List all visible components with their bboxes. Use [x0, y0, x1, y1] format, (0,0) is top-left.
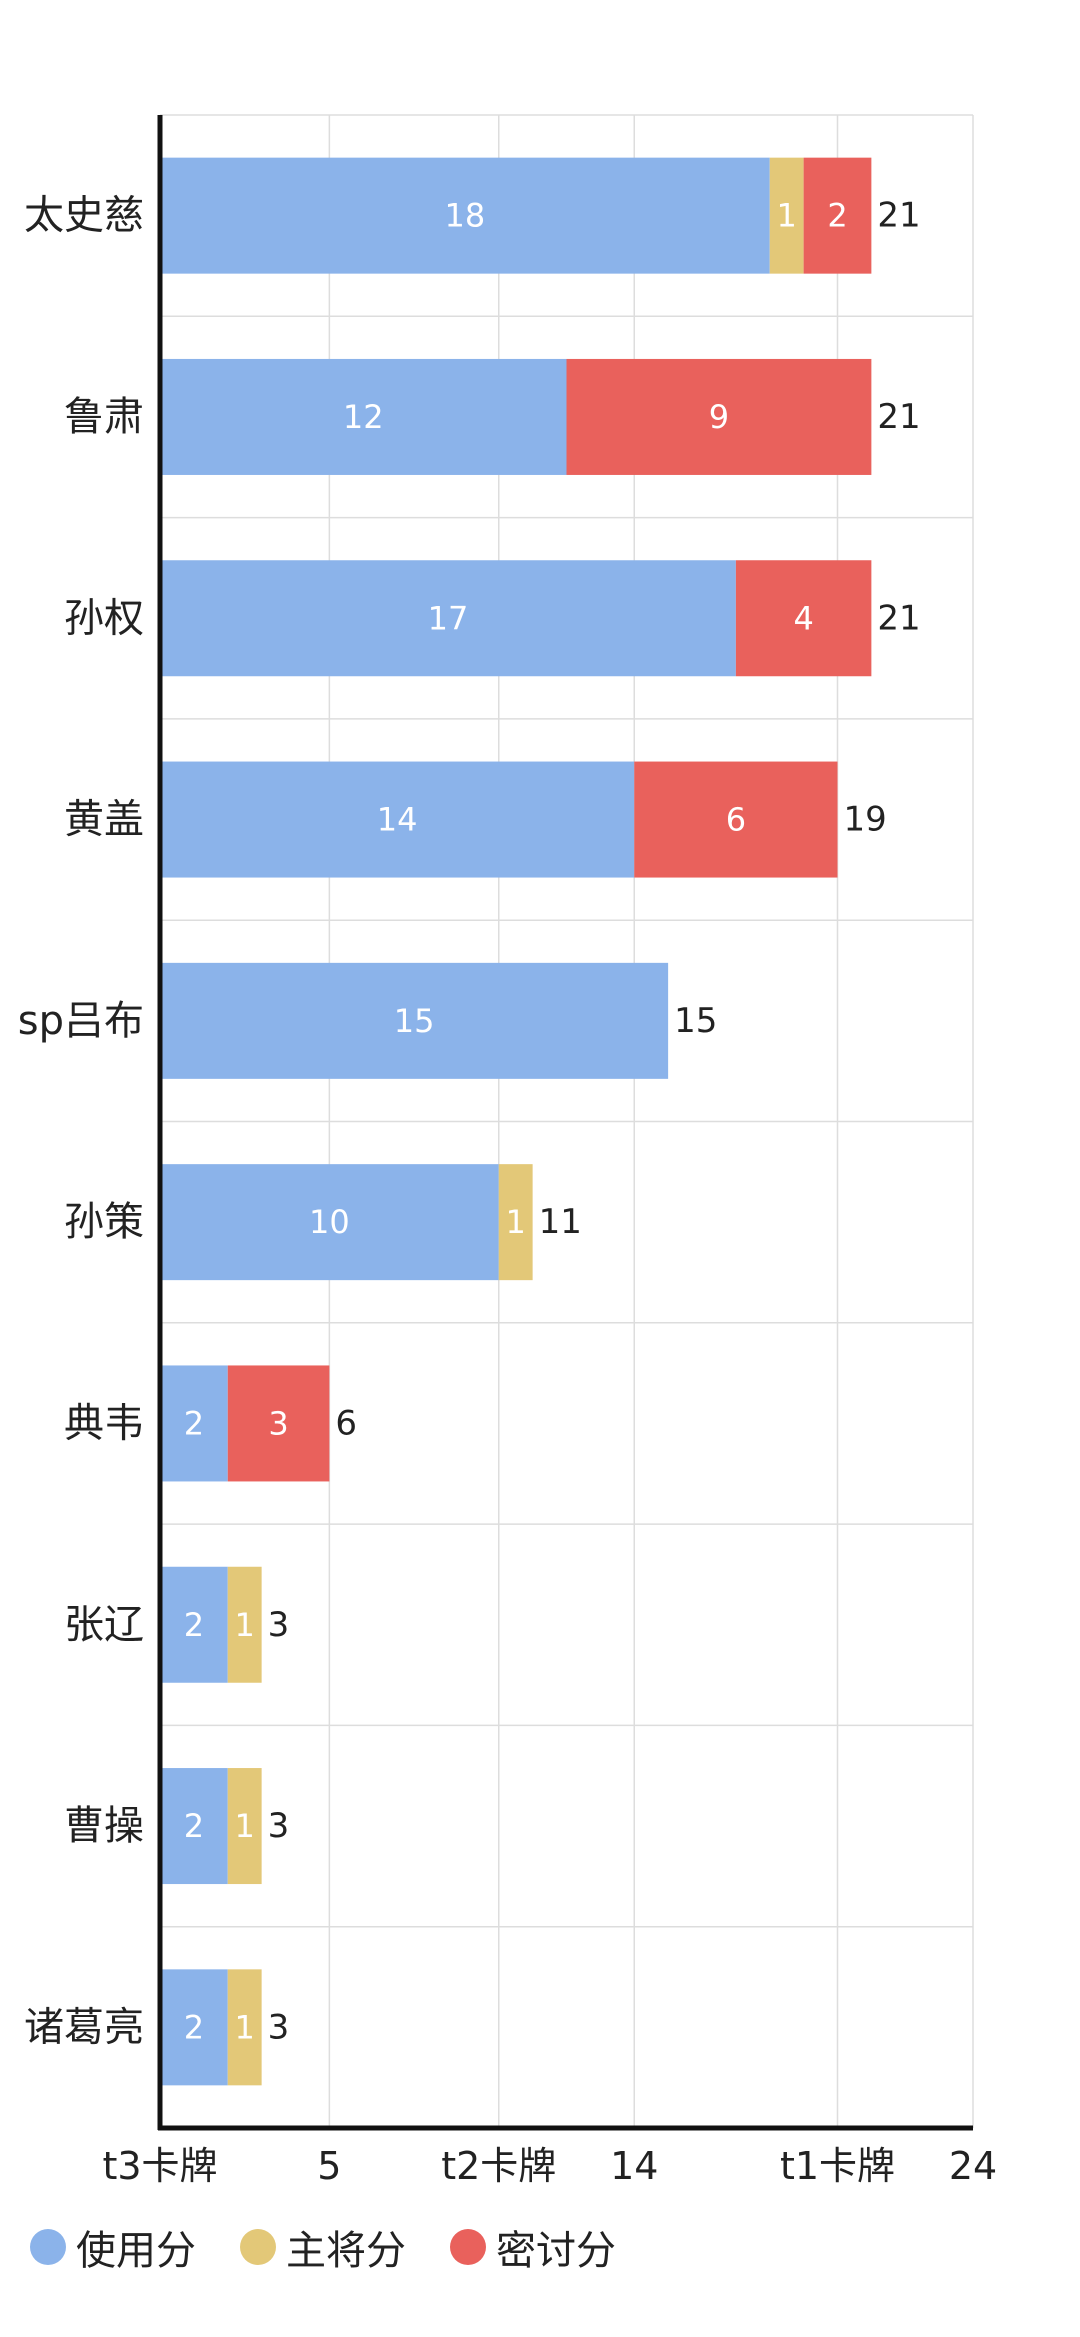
bar-value-label-8-series-1: 1 — [235, 1807, 255, 1845]
x-tick-label-4: t1卡牌 — [780, 2144, 895, 2188]
bar-4-series-0 — [160, 962, 669, 1079]
bar-total-label-1: 21 — [877, 397, 920, 437]
bar-value-label-3-series-2: 6 — [726, 801, 746, 839]
x-tick-label-3: 14 — [610, 2144, 658, 2188]
bar-value-label-2-series-0: 17 — [428, 599, 469, 637]
x-tick-label-0: t3卡牌 — [102, 2144, 217, 2188]
bar-6-series-2 — [227, 1365, 330, 1482]
bar-5-series-1 — [498, 1164, 533, 1281]
bar-value-label-5-series-1: 1 — [506, 1203, 526, 1241]
bar-value-label-1-series-2: 9 — [709, 398, 729, 436]
category-label-2: 孙权 — [64, 595, 144, 641]
legend-swatch-1 — [240, 2229, 276, 2265]
bar-value-label-6-series-0: 2 — [184, 1404, 204, 1442]
category-label-0: 太史慈 — [24, 193, 144, 239]
category-label-3: 黄盖 — [64, 797, 144, 843]
bar-7-series-1 — [227, 1566, 262, 1683]
bar-9-series-0 — [160, 1969, 228, 2086]
bar-value-label-1-series-0: 12 — [343, 398, 384, 436]
bar-total-label-8: 3 — [268, 1806, 290, 1846]
category-label-7: 张辽 — [64, 1602, 144, 1648]
x-tick-label-5: 24 — [949, 2144, 997, 2188]
bar-value-label-9-series-1: 1 — [235, 2008, 255, 2046]
bar-value-label-8-series-0: 2 — [184, 1807, 204, 1845]
bar-value-label-5-series-0: 10 — [309, 1203, 350, 1241]
bar-value-label-0-series-0: 18 — [445, 197, 486, 235]
bar-value-label-7-series-1: 1 — [235, 1606, 255, 1644]
bar-total-label-7: 3 — [268, 1605, 290, 1645]
legend-label-0: 使用分 — [76, 2228, 196, 2274]
bar-total-label-3: 19 — [844, 800, 887, 840]
bar-value-label-0-series-2: 2 — [827, 197, 847, 235]
category-label-5: 孙策 — [64, 1199, 144, 1245]
bar-total-label-9: 3 — [268, 2007, 290, 2047]
bar-value-label-4-series-0: 15 — [394, 1002, 435, 1040]
bar-0-series-1 — [769, 157, 804, 274]
bar-0-series-2 — [803, 157, 872, 274]
bar-3-series-0 — [160, 761, 635, 878]
category-label-1: 鲁肃 — [64, 394, 144, 440]
legend-item-0: 使用分 — [30, 2218, 196, 2276]
bar-1-series-2 — [566, 358, 872, 475]
legend-label-1: 主将分 — [286, 2228, 406, 2274]
bar-value-label-7-series-0: 2 — [184, 1606, 204, 1644]
bar-total-label-5: 11 — [539, 1202, 582, 1242]
x-tick-label-2: t2卡牌 — [441, 2144, 556, 2188]
category-label-8: 曹操 — [64, 1803, 144, 1849]
bar-2-series-2 — [735, 560, 872, 677]
legend-swatch-0 — [30, 2229, 66, 2265]
bar-total-label-2: 21 — [877, 598, 920, 638]
legend-item-1: 主将分 — [240, 2218, 406, 2276]
bar-value-label-0-series-1: 1 — [777, 197, 797, 235]
bar-2-series-0 — [160, 560, 736, 677]
bar-total-label-6: 6 — [335, 1403, 357, 1443]
x-tick-label-1: 5 — [317, 2144, 341, 2188]
category-label-6: 典韦 — [64, 1400, 144, 1446]
bar-0-series-0 — [160, 157, 770, 274]
legend-swatch-2 — [450, 2229, 486, 2265]
bar-5-series-0 — [160, 1164, 499, 1281]
legend-label-2: 密讨分 — [496, 2228, 616, 2274]
bar-9-series-1 — [227, 1969, 262, 2086]
bar-1-series-0 — [160, 358, 567, 475]
bar-total-label-4: 15 — [674, 1001, 717, 1041]
bar-7-series-0 — [160, 1566, 228, 1683]
category-label-9: 诸葛亮 — [24, 2004, 144, 2050]
bar-value-label-2-series-2: 4 — [793, 599, 813, 637]
bar-value-label-9-series-0: 2 — [184, 2008, 204, 2046]
category-label-4: sp吕布 — [18, 998, 144, 1044]
legend-item-2: 密讨分 — [450, 2218, 616, 2276]
bar-8-series-1 — [227, 1768, 262, 1885]
bar-value-label-3-series-0: 14 — [377, 801, 418, 839]
bar-total-label-0: 21 — [877, 196, 920, 236]
bar-value-label-6-series-2: 3 — [268, 1404, 288, 1442]
bar-8-series-0 — [160, 1768, 228, 1885]
bar-3-series-2 — [634, 761, 838, 878]
bar-6-series-0 — [160, 1365, 228, 1482]
legend: 使用分 主将分 密讨分 — [30, 2218, 660, 2276]
